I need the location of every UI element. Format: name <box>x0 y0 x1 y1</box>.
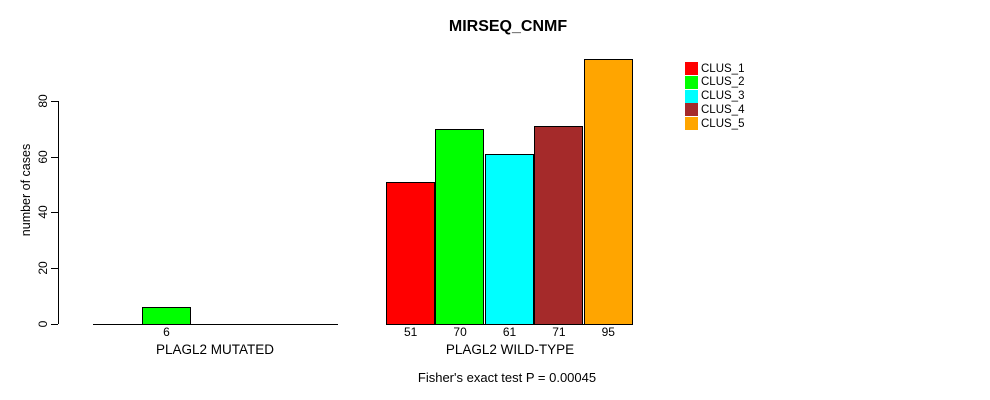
y-axis-line <box>58 101 59 324</box>
bar-value-label-CLUS_1-group1: 51 <box>404 325 418 339</box>
bar-CLUS_5-group1 <box>584 59 633 325</box>
y-tick-60 <box>51 156 58 158</box>
fisher-test-annotation: Fisher's exact test P = 0.00045 <box>417 370 597 385</box>
legend-label-CLUS_5: CLUS_5 <box>701 117 745 130</box>
bar-CLUS_2-group1 <box>435 128 484 325</box>
x-group-label-wildtype: PLAGL2 WILD-TYPE <box>445 342 575 357</box>
legend-swatch-CLUS_2 <box>685 75 698 89</box>
bar-CLUS_4-group1 <box>534 126 583 325</box>
y-axis-label: number of cases <box>19 143 33 237</box>
y-tick-label-40: 40 <box>36 205 50 219</box>
legend-label-CLUS_3: CLUS_3 <box>701 90 745 102</box>
legend-swatch-CLUS_5 <box>685 117 698 130</box>
bar-value-label-CLUS_5-group1: 95 <box>601 325 615 339</box>
y-tick-label-20: 20 <box>36 261 50 275</box>
bar-value-label-CLUS_3-group1: 61 <box>502 325 517 339</box>
y-tick-label-60: 60 <box>36 149 50 164</box>
y-tick-0 <box>51 323 58 325</box>
legend-label-CLUS_4: CLUS_4 <box>701 103 745 116</box>
y-tick-80 <box>51 101 58 102</box>
y-tick-40 <box>51 212 58 214</box>
bar-CLUS_3-group1 <box>485 153 534 325</box>
bar-CLUS_1-group1 <box>386 181 435 325</box>
bar-CLUS_2-group0 <box>142 306 191 325</box>
legend-label-CLUS_2: CLUS_2 <box>701 76 745 89</box>
bar-value-label-CLUS_2-group0: 6 <box>163 325 170 339</box>
bar-value-label-CLUS_4-group1: 71 <box>552 325 566 339</box>
legend-swatch-CLUS_1 <box>685 62 698 75</box>
y-tick-label-80: 80 <box>36 94 50 108</box>
y-tick-20 <box>51 267 58 269</box>
x-group-label-mutated: PLAGL2 MUTATED <box>155 342 275 357</box>
legend-swatch-CLUS_3 <box>685 89 698 103</box>
legend-label-CLUS_1: CLUS_1 <box>701 62 745 75</box>
chart-title: MIRSEQ_CNMF <box>448 18 568 35</box>
y-tick-label-0: 0 <box>36 320 50 327</box>
bar-value-label-CLUS_2-group1: 70 <box>453 325 467 339</box>
group-baseline-0 <box>93 323 338 325</box>
legend-swatch-CLUS_4 <box>685 103 698 117</box>
